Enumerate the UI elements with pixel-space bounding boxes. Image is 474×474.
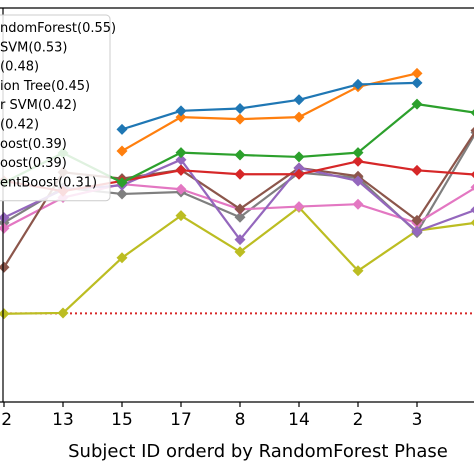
data-point [116,252,128,264]
data-point [352,265,364,277]
data-point [234,211,246,223]
x-tick-label: 3 [412,410,423,430]
x-tick-label: 14 [288,410,310,430]
data-point [411,77,423,89]
legend: ndomForest(0.55) SVM(0.53) (0.48) ion Tree(… [0,14,116,202]
legend-entry-label: entBoost(0.31) [0,175,97,190]
series-1 [116,77,423,135]
legend-entry-label: (0.42) [0,118,39,133]
legend-box [0,14,111,202]
data-point [411,98,423,110]
data-point [116,123,128,135]
series-line [121,81,418,131]
data-point [175,147,187,159]
data-point [0,308,10,320]
legend-entry-label: ndomForest(0.55) [0,21,116,36]
data-point [234,246,246,258]
x-ticks-layer: .2 13 15 17 8 14 2 3 [0,402,422,430]
data-point [470,127,474,135]
data-point [175,105,187,117]
data-point [0,261,10,273]
data-point [352,147,364,159]
x-tick-label: 8 [235,410,246,430]
data-point [352,78,364,90]
data-point [175,154,187,166]
x-tick-label: 2 [353,410,364,430]
data-point [234,113,246,125]
data-point [234,149,246,161]
data-point [470,183,474,191]
legend-entry-label: SVM(0.53) [0,40,67,55]
legend-entry-label: oost(0.39) [0,156,67,171]
data-point [175,183,187,195]
data-point [234,203,246,215]
data-point [234,168,246,180]
data-point [411,67,423,79]
data-point [293,94,305,106]
data-point [352,198,364,210]
data-point [293,151,305,163]
data-point [234,102,246,114]
x-tick-label: .2 [0,410,12,430]
legend-entry-label: oost(0.39) [0,137,67,152]
data-point [0,212,10,224]
data-point [293,201,305,213]
data-point [57,307,69,319]
data-point [175,111,187,123]
data-point [116,177,128,189]
data-point [293,111,305,123]
data-point [0,222,10,234]
data-point [411,214,423,226]
data-point [116,145,128,157]
data-point [352,175,364,187]
data-point [352,155,364,167]
x-tick-label: 17 [170,410,192,430]
x-tick-label: 13 [52,410,74,430]
data-point [175,164,187,176]
data-point [234,234,246,246]
data-point [175,210,187,222]
data-point [470,109,474,117]
legend-entry-label: ion Tree(0.45) [0,79,90,94]
x-tick-label: 15 [111,410,133,430]
data-point [411,164,423,176]
data-point [470,206,474,214]
x-axis-title: Subject ID orderd by RandomForest Phase [68,441,448,462]
data-point [470,219,474,227]
legend-entry-label: (0.48) [0,60,39,75]
data-point [411,225,423,237]
data-point [293,168,305,180]
data-point [470,171,474,179]
legend-entry-label: r SVM(0.42) [0,98,77,113]
data-point [293,162,305,174]
data-point [116,188,128,200]
